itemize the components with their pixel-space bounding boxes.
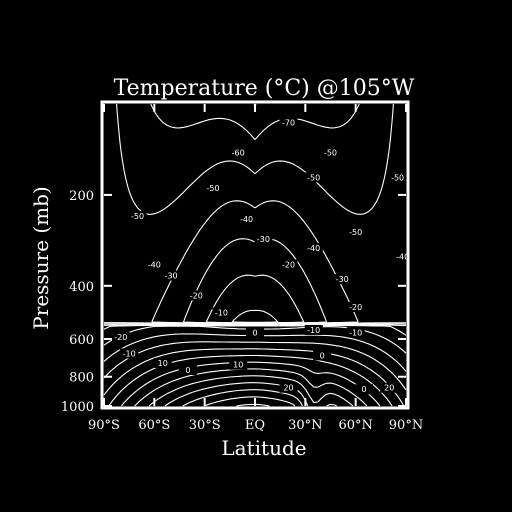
- contour-label-bg: [304, 324, 323, 335]
- contour-line: [103, 341, 407, 391]
- contour-label: -40: [396, 253, 409, 262]
- contour-label: -50: [131, 212, 144, 221]
- contour-label: -10: [349, 328, 362, 337]
- contour-label: -30: [165, 272, 178, 281]
- contour-label-bg: [346, 327, 365, 338]
- y-tick-label: 600: [69, 333, 94, 348]
- contour-label: 0: [252, 328, 257, 337]
- contour-label-bg: [254, 234, 273, 245]
- x-tick-label: 90°N: [389, 418, 423, 433]
- y-tick-label: 1000: [61, 400, 94, 415]
- contour-label-bg: [388, 172, 407, 183]
- contour-label: -20: [190, 291, 203, 300]
- x-tick-label: 30°N: [288, 418, 322, 433]
- contour-line: [104, 103, 406, 325]
- contour-label-bg: [246, 327, 264, 338]
- contour-label-bg: [333, 274, 352, 285]
- contour-label: -30: [257, 235, 270, 244]
- x-tick-label: 60°N: [338, 418, 372, 433]
- contour-label: -20: [282, 261, 295, 270]
- x-axis: 90°S 60°S 30°S EQ 30°N 60°N 90°N: [88, 104, 423, 433]
- x-tick-label: 60°S: [138, 418, 170, 433]
- contour-label: -60: [232, 149, 245, 158]
- contour-label-bg: [187, 290, 206, 301]
- y-tick-label: 400: [69, 280, 94, 295]
- contour-label-bg: [229, 359, 248, 370]
- contour-label-bg: [380, 382, 399, 393]
- contour-label: -50: [324, 149, 337, 158]
- contour-label-bg: [120, 348, 139, 359]
- contour-label-bg: [355, 384, 374, 395]
- contour-label: 20: [384, 384, 394, 393]
- contour-label-bg: [128, 211, 147, 222]
- contour-label-bg: [229, 147, 248, 158]
- contour-label-bg: [279, 382, 298, 393]
- plot-frame: [100, 100, 410, 410]
- y-tick-label: 200: [69, 189, 94, 204]
- y-tick-label: 800: [69, 371, 94, 386]
- y-axis-label: Pressure (mb): [29, 186, 53, 329]
- contour-label-bg: [237, 213, 256, 224]
- contour-label-bg: [204, 183, 223, 194]
- contour-label: -70: [282, 118, 295, 127]
- contour-label: -10: [307, 326, 320, 335]
- contour-label: 10: [158, 359, 168, 368]
- contour-line: [148, 375, 354, 407]
- contour-label-bg: [321, 147, 340, 158]
- contour-label: -50: [349, 228, 362, 237]
- contour-label: -20: [349, 303, 362, 312]
- contour-label: -10: [215, 308, 228, 317]
- contour-label: 0: [320, 351, 325, 360]
- contour-label-bg: [313, 350, 332, 361]
- contour-label-bg: [279, 259, 298, 270]
- contour-label: -20: [114, 333, 127, 342]
- contour-label-bg: [304, 172, 323, 183]
- contour-label-bg: [279, 117, 298, 128]
- contour-line: [203, 396, 296, 407]
- contour-labels: -70 -60 -50 -50 -50 -50 -50 -50 -40 -40 -40 -40 -30 -…: [111, 117, 412, 395]
- x-tick-label: 90°S: [88, 418, 120, 433]
- contour-label-bg: [393, 251, 412, 262]
- contour-label-bg: [346, 301, 365, 312]
- contour-label: -50: [207, 184, 220, 193]
- contour-label-bg: [346, 226, 365, 237]
- contour-label: -40: [240, 215, 253, 224]
- contour-label-bg: [212, 307, 231, 318]
- contour-label: -50: [391, 173, 404, 182]
- x-axis-label: Latitude: [221, 436, 306, 460]
- x-tick-label: EQ: [245, 418, 265, 433]
- chart-title: Temperature (°C) @105°W: [114, 76, 415, 101]
- contour-line: [236, 403, 270, 407]
- contour-label: 0: [362, 385, 367, 394]
- contour-line: [182, 389, 303, 407]
- contour-label-bg: [162, 270, 181, 281]
- contour-label: 0: [185, 366, 190, 375]
- contour-label: -40: [307, 244, 320, 253]
- x-tick-label: 30°S: [189, 418, 221, 433]
- contour-label: -50: [307, 173, 320, 182]
- contour-label-bg: [111, 331, 130, 342]
- contour-label: -10: [123, 349, 136, 358]
- contour-label-bg: [145, 259, 164, 270]
- contour-label-bg: [304, 243, 323, 254]
- contour-label-bg: [153, 357, 172, 368]
- contour-label: 10: [233, 361, 243, 370]
- contour-label-bg: [178, 365, 197, 376]
- contour-label: -30: [336, 275, 349, 284]
- contour-label: -40: [148, 261, 161, 270]
- contour-label: 20: [283, 384, 293, 393]
